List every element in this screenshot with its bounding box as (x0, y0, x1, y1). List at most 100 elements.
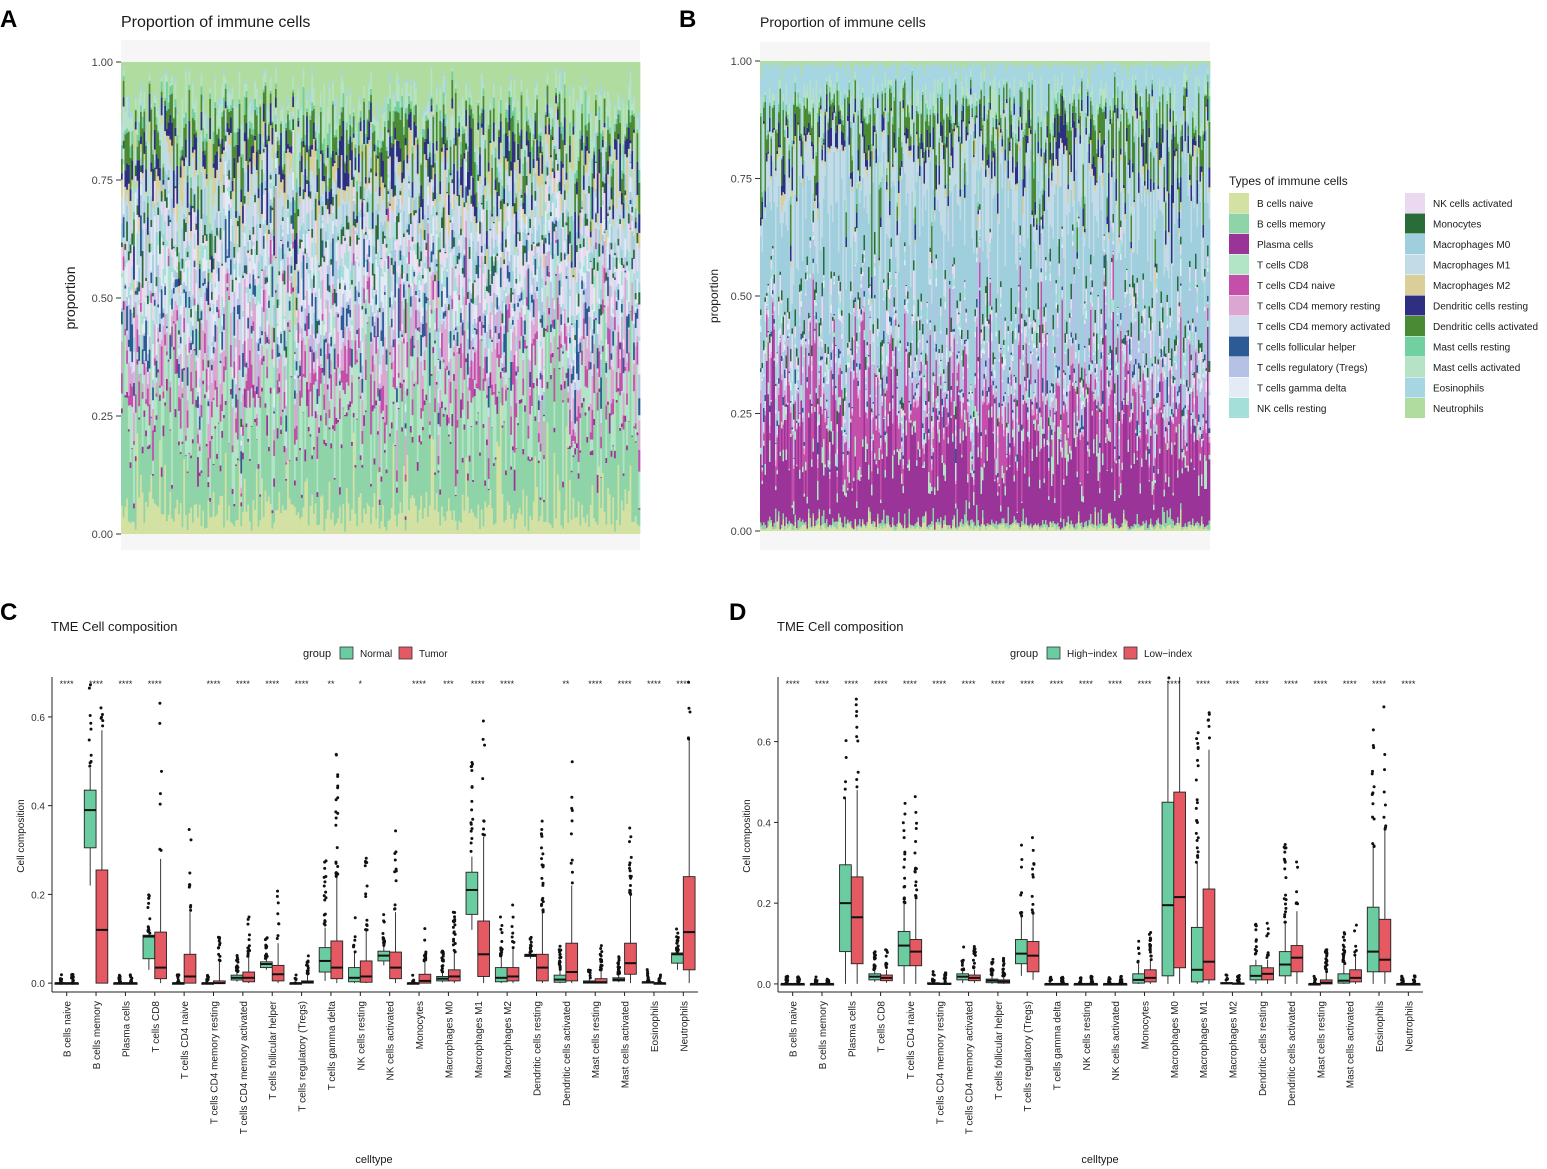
bar-segment (378, 336, 381, 365)
bar-segment (259, 164, 262, 185)
bar-segment (255, 425, 259, 440)
bar-segment (129, 294, 132, 310)
bar-segment (133, 190, 136, 194)
bar-segment (477, 201, 480, 222)
bar-segment (370, 72, 373, 89)
bar-segment (273, 174, 276, 186)
bar-segment (247, 139, 250, 165)
bar-segment (454, 268, 457, 278)
bar-segment (212, 336, 215, 347)
bar-segment (441, 283, 444, 291)
bar-segment (274, 83, 278, 89)
bar-segment (136, 264, 139, 281)
bar-segment (394, 445, 397, 516)
bar-segment (427, 298, 430, 300)
bar-segment (430, 62, 433, 68)
bar-segment (330, 399, 333, 444)
bar-segment (449, 511, 452, 534)
bar-segment (463, 253, 466, 256)
bar-segment (479, 176, 482, 185)
bar-segment (188, 84, 191, 90)
bar-segment (441, 147, 444, 152)
bar-segment (268, 143, 271, 193)
bar-segment (238, 99, 241, 104)
bar-segment (212, 463, 215, 465)
bar-segment (492, 275, 496, 293)
bar-segment (186, 223, 189, 242)
bar-segment (140, 172, 143, 183)
bar-segment (321, 153, 324, 181)
bar-segment (316, 343, 319, 359)
bar-segment (299, 230, 302, 240)
bar-segment (397, 112, 400, 141)
bar-segment (269, 222, 272, 233)
bar-segment (288, 201, 291, 249)
bar-segment (428, 327, 432, 333)
bar-segment (259, 227, 262, 255)
bar-segment (271, 158, 274, 203)
bar-segment (159, 385, 162, 388)
bar-segment (304, 481, 307, 534)
bar-segment (321, 367, 324, 373)
bar-segment (134, 180, 137, 193)
bar-segment (370, 332, 373, 342)
bar-segment (185, 157, 188, 162)
bar-segment (288, 331, 291, 461)
bar-segment (380, 137, 383, 142)
bar-segment (392, 377, 395, 388)
bar-segment (389, 238, 392, 254)
bar-segment (134, 394, 137, 413)
bar-segment (306, 100, 309, 109)
bar-segment (242, 278, 245, 311)
bar-segment (347, 251, 350, 270)
bar-segment (197, 486, 200, 518)
bar-segment (252, 104, 255, 112)
bar-segment (141, 446, 144, 454)
bar-segment (134, 110, 137, 122)
bar-segment (506, 251, 509, 266)
bar-segment (195, 355, 198, 362)
bar-segment (197, 302, 200, 305)
bar-segment (370, 374, 373, 435)
bar-segment (434, 162, 437, 174)
bar-segment (247, 62, 250, 108)
bar-segment (333, 328, 336, 344)
bar-segment (378, 141, 381, 144)
bar-segment (257, 188, 260, 199)
bar-segment (217, 231, 220, 238)
bar-segment (250, 62, 253, 101)
bar-segment (408, 114, 411, 128)
bar-segment (205, 527, 208, 534)
bar-segment (368, 139, 371, 147)
bar-segment (463, 158, 466, 161)
bar-segment (508, 317, 511, 379)
bar-segment (212, 239, 215, 259)
bar-segment (297, 375, 300, 379)
bar-segment (325, 247, 328, 300)
bar-segment (361, 400, 364, 432)
bar-segment (240, 473, 243, 488)
bar-segment (475, 387, 478, 422)
bar-segment (458, 347, 461, 354)
bar-segment (402, 281, 406, 285)
bar-segment (197, 443, 200, 458)
bar-segment (200, 404, 203, 418)
bar-segment (200, 309, 203, 312)
bar-segment (236, 460, 239, 520)
bar-segment (309, 156, 312, 171)
bar-segment (501, 387, 504, 406)
bar-segment (479, 62, 482, 108)
bar-segment (454, 62, 457, 81)
bar-segment (480, 207, 483, 223)
bar-segment (496, 294, 499, 298)
bar-segment (229, 344, 233, 367)
bar-segment (288, 498, 291, 534)
bar-segment (233, 335, 236, 339)
bar-segment (209, 501, 212, 518)
bar-segment (472, 177, 475, 207)
bar-segment (428, 402, 432, 422)
bar-segment (202, 243, 205, 247)
bar-segment (359, 379, 362, 396)
bar-segment (396, 430, 399, 471)
bar-segment (273, 522, 276, 534)
